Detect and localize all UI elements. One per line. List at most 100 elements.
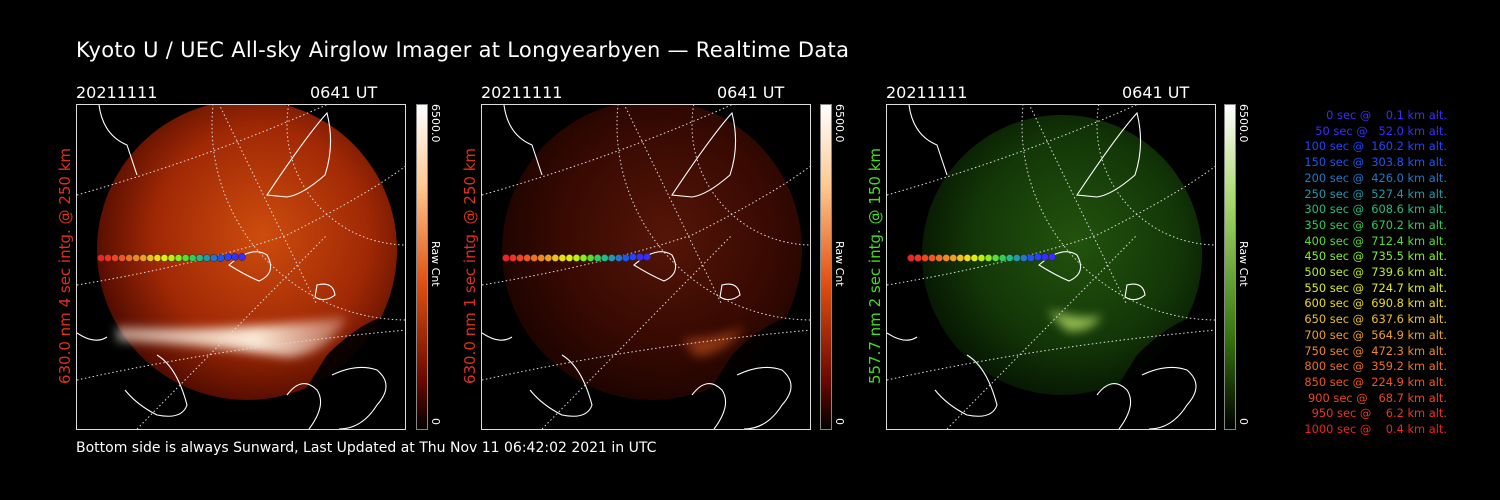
track-dot bbox=[188, 254, 197, 262]
track-dot bbox=[921, 254, 929, 262]
panel-2-image bbox=[481, 104, 811, 430]
track-dot bbox=[586, 254, 595, 262]
page-title: Kyoto U / UEC All-sky Airglow Imager at … bbox=[76, 38, 850, 62]
legend-row: 800 sec @ 359.2 km alt. bbox=[1300, 359, 1447, 374]
track-dot bbox=[118, 254, 127, 262]
panel-2-colorbar bbox=[820, 104, 832, 430]
track-dot bbox=[914, 254, 922, 262]
panel-1-image bbox=[76, 104, 406, 430]
legend-row: 0 sec @ 0.1 km alt. bbox=[1315, 108, 1447, 122]
track-dot bbox=[551, 254, 560, 262]
legend-row: 350 sec @ 670.2 km alt. bbox=[1300, 217, 1447, 232]
track-dot bbox=[153, 254, 162, 262]
track-dot bbox=[174, 254, 183, 262]
panel-3-colorbar bbox=[1224, 104, 1236, 430]
legend-row: 900 sec @ 68.7 km alt. bbox=[1304, 390, 1447, 405]
panel-3-date: 20211111 bbox=[886, 83, 968, 102]
track-dot bbox=[139, 254, 148, 262]
track-dot bbox=[614, 254, 623, 262]
panel-3-cbar-label: Raw Cnt bbox=[1237, 241, 1250, 287]
panel-2-cbar-label: Raw Cnt bbox=[833, 241, 846, 287]
track-dot bbox=[502, 254, 510, 262]
altitude-legend: 0 sec @ 0.1 km alt. 50 sec @ 52.0 km alt… bbox=[1262, 108, 1447, 438]
track-dot bbox=[104, 254, 112, 262]
track-dot bbox=[516, 254, 524, 262]
panel-1-cbar-label: Raw Cnt bbox=[429, 241, 442, 287]
track-dot bbox=[1005, 254, 1014, 262]
track-dot bbox=[600, 254, 609, 262]
track-dot bbox=[209, 254, 218, 262]
track-dot bbox=[572, 254, 581, 262]
panel-1-cbar-max: 6500.0 bbox=[429, 104, 442, 143]
track-dot bbox=[998, 254, 1007, 262]
panel-3-ylabel: 557.7 nm 2 sec intg. @ 150 km bbox=[866, 147, 884, 385]
track-dot bbox=[558, 254, 567, 262]
panel-2-cbar-max: 6500.0 bbox=[833, 104, 846, 143]
panel-1-cbar-min: 0 bbox=[429, 418, 442, 425]
panel-2-ylabel: 630.0 nm 1 sec intg. @ 250 km bbox=[461, 147, 479, 385]
legend-row: 100 sec @ 160.2 km alt. bbox=[1300, 139, 1447, 154]
track-dot bbox=[231, 253, 239, 261]
track-dot bbox=[125, 254, 134, 262]
track-dot bbox=[1048, 253, 1056, 261]
legend-row: 600 sec @ 690.8 km alt. bbox=[1300, 296, 1447, 311]
track-dot bbox=[942, 254, 951, 262]
panel-3-cbar-min: 0 bbox=[1237, 418, 1250, 425]
track-dot bbox=[949, 254, 958, 262]
track-dot bbox=[977, 254, 986, 262]
track-dot bbox=[217, 254, 225, 262]
legend-row: 200 sec @ 426.0 km alt. bbox=[1300, 170, 1447, 185]
track-dot bbox=[636, 253, 644, 261]
track-dot bbox=[970, 254, 979, 262]
track-dot bbox=[593, 254, 602, 262]
track-dot bbox=[224, 253, 232, 261]
track-dot bbox=[629, 253, 637, 261]
legend-row: 850 sec @ 224.9 km alt. bbox=[1300, 374, 1447, 389]
track-dot bbox=[984, 254, 993, 262]
legend-row: 300 sec @ 608.6 km alt. bbox=[1300, 202, 1447, 217]
legend-row: 750 sec @ 472.3 km alt. bbox=[1300, 343, 1447, 358]
panel-2-cbar-min: 0 bbox=[833, 418, 846, 425]
track-dot bbox=[111, 254, 119, 262]
track-dot bbox=[132, 254, 141, 262]
legend-row: 950 sec @ 6.2 km alt. bbox=[1308, 406, 1447, 421]
track-dot bbox=[530, 254, 539, 262]
panel-3-time: 0641 UT bbox=[1122, 83, 1190, 102]
panel-2-date: 20211111 bbox=[481, 83, 563, 102]
track-dot bbox=[963, 254, 972, 262]
track-dot bbox=[523, 254, 532, 262]
track-dot bbox=[607, 254, 616, 262]
legend-row: 50 sec @ 52.0 km alt. bbox=[1308, 123, 1447, 138]
track-dot bbox=[238, 253, 246, 261]
track-dot bbox=[181, 254, 190, 262]
panel-1-ylabel: 630.0 nm 4 sec intg. @ 250 km bbox=[56, 147, 74, 385]
airglow-image-svg bbox=[887, 105, 1215, 429]
panel-2-time: 0641 UT bbox=[717, 83, 785, 102]
track-dot bbox=[146, 254, 155, 262]
track-dot bbox=[167, 254, 176, 262]
airglow-image-svg bbox=[77, 105, 405, 429]
track-dot bbox=[1019, 254, 1028, 262]
track-dot bbox=[1012, 254, 1021, 262]
track-dot bbox=[643, 253, 651, 261]
track-dot bbox=[565, 254, 574, 262]
legend-row: 400 sec @ 712.4 km alt. bbox=[1300, 233, 1447, 248]
track-dot bbox=[928, 254, 937, 262]
track-dot bbox=[160, 254, 169, 262]
track-dot bbox=[195, 254, 204, 262]
track-dot bbox=[935, 254, 944, 262]
track-dot bbox=[1041, 253, 1049, 261]
track-dot bbox=[1027, 254, 1035, 262]
track-dot bbox=[97, 254, 105, 262]
track-dot bbox=[537, 254, 546, 262]
legend-row: 650 sec @ 637.6 km alt. bbox=[1300, 312, 1447, 327]
legend-row: 550 sec @ 724.7 km alt. bbox=[1300, 280, 1447, 295]
panel-3-cbar-max: 6500.0 bbox=[1237, 104, 1250, 143]
legend-row: 450 sec @ 735.5 km alt. bbox=[1300, 249, 1447, 264]
panel-3-image bbox=[886, 104, 1216, 430]
track-dot bbox=[991, 254, 1000, 262]
legend-row: 500 sec @ 739.6 km alt. bbox=[1300, 265, 1447, 280]
track-dot bbox=[622, 254, 630, 262]
panel-1-date: 20211111 bbox=[76, 83, 158, 102]
legend-row: 700 sec @ 564.9 km alt. bbox=[1300, 327, 1447, 342]
